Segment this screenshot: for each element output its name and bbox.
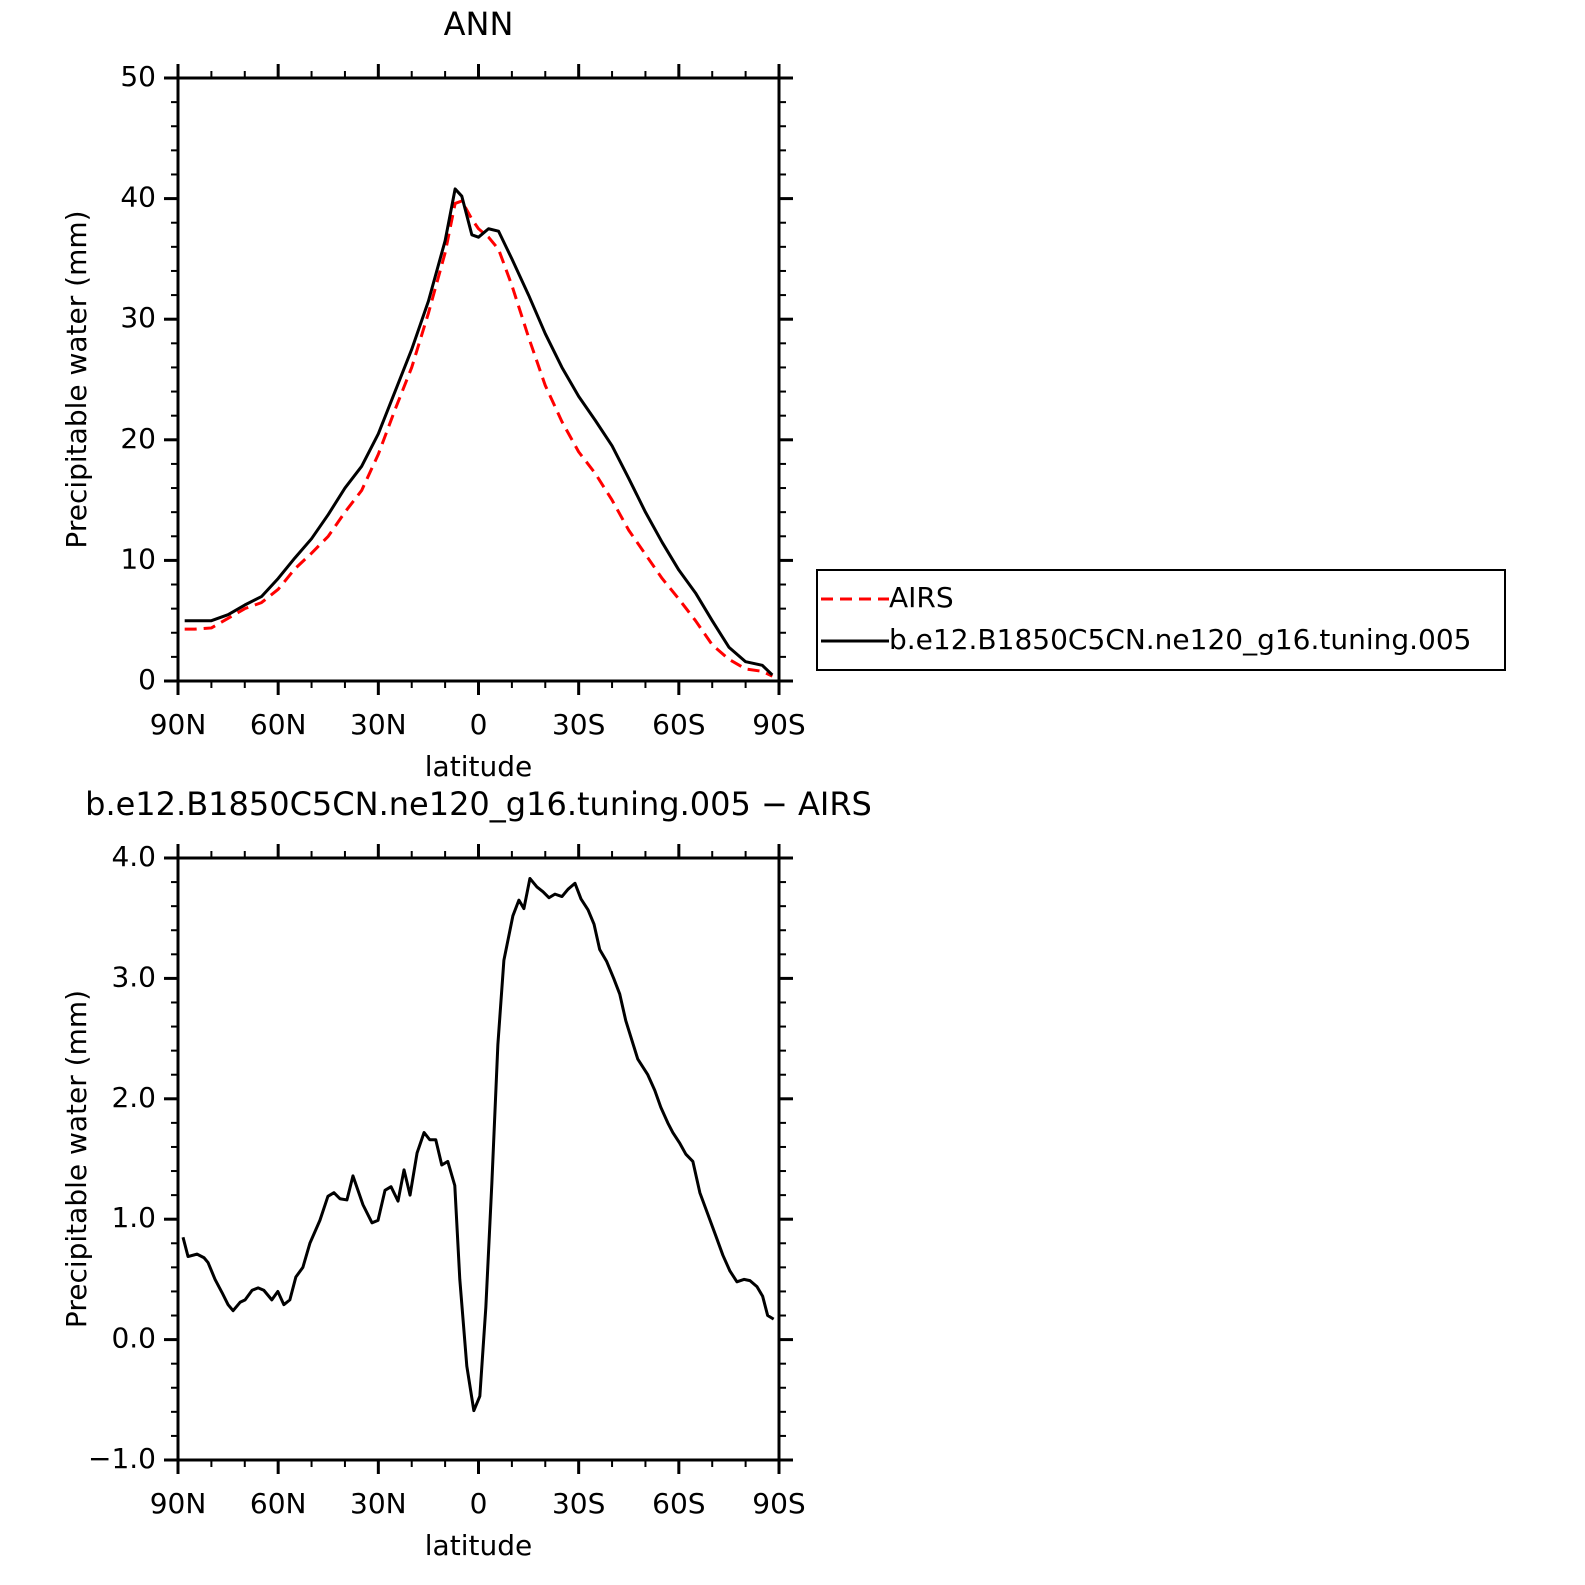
y-tick-label: 20 bbox=[120, 422, 156, 455]
x-tick-label: 60N bbox=[250, 708, 307, 741]
y-tick-label: 30 bbox=[120, 301, 156, 334]
chart-title: b.e12.B1850C5CN.ne120_g16.tuning.005 − A… bbox=[85, 785, 872, 823]
y-tick-label: 4.0 bbox=[111, 840, 156, 873]
x-tick-label: 30S bbox=[552, 708, 605, 741]
x-tick-label: 90S bbox=[752, 708, 805, 741]
y-axis-label: Precipitable water (mm) bbox=[60, 210, 93, 548]
x-tick-label: 60S bbox=[652, 708, 705, 741]
x-tick-label: 90N bbox=[150, 708, 207, 741]
x-axis-label: latitude bbox=[425, 750, 532, 783]
plot-frame bbox=[176, 856, 781, 1462]
y-tick-label: −1.0 bbox=[88, 1442, 156, 1475]
y-tick-label: 40 bbox=[120, 181, 156, 214]
y-tick-label: 1.0 bbox=[111, 1201, 156, 1234]
y-tick-label: 0 bbox=[138, 663, 156, 696]
x-tick-label: 0 bbox=[470, 1487, 488, 1520]
x-tick-label: 30N bbox=[350, 708, 407, 741]
y-tick-label: 10 bbox=[120, 542, 156, 575]
x-tick-label: 90N bbox=[150, 1487, 207, 1520]
y-tick-label: 50 bbox=[120, 60, 156, 93]
legend-box bbox=[816, 569, 1506, 671]
x-tick-label: 0 bbox=[470, 708, 488, 741]
data-line bbox=[181, 876, 775, 1413]
x-tick-label: 30S bbox=[552, 1487, 605, 1520]
x-tick-label: 30N bbox=[350, 1487, 407, 1520]
y-axis-label: Precipitable water (mm) bbox=[60, 990, 93, 1328]
legend-label: b.e12.B1850C5CN.ne120_g16.tuning.005 bbox=[889, 623, 1472, 656]
data-line bbox=[184, 187, 774, 677]
data-line bbox=[184, 199, 773, 678]
y-tick-label: 3.0 bbox=[111, 960, 156, 993]
legend-label: AIRS bbox=[889, 581, 954, 614]
plot-frame bbox=[176, 76, 781, 683]
x-tick-label: 60S bbox=[652, 1487, 705, 1520]
x-axis-label: latitude bbox=[425, 1529, 532, 1562]
x-tick-label: 90S bbox=[752, 1487, 805, 1520]
chart-title: ANN bbox=[444, 5, 514, 43]
y-tick-label: 2.0 bbox=[111, 1081, 156, 1114]
y-tick-label: 0.0 bbox=[111, 1322, 156, 1355]
x-tick-label: 60N bbox=[250, 1487, 307, 1520]
